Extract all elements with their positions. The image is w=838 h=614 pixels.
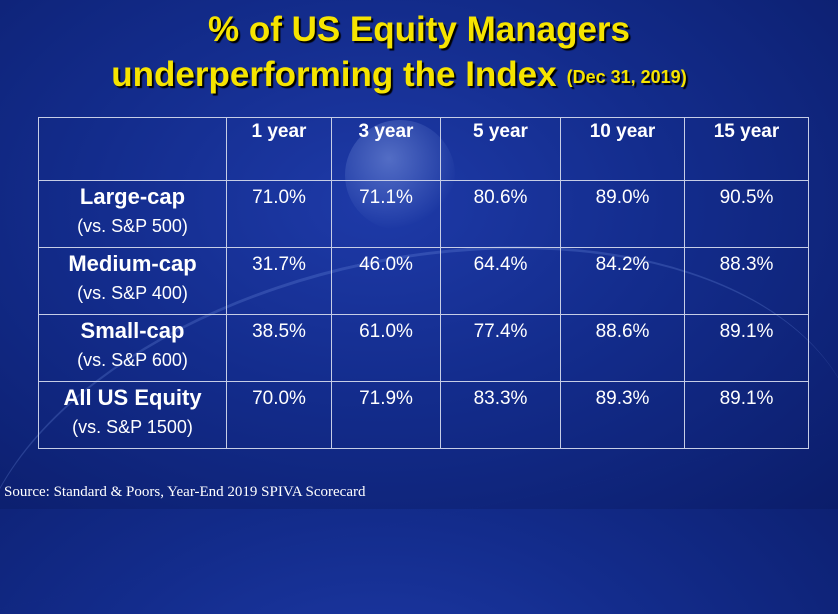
- row-benchmark: (vs. S&P 500): [77, 216, 188, 236]
- table-cell: 90.5%: [684, 180, 809, 248]
- table-cell: 71.0%: [226, 180, 332, 248]
- row-label: Small-cap: [80, 318, 185, 343]
- table-cell: 88.6%: [560, 314, 685, 382]
- row-label-cell: Small-cap (vs. S&P 600): [38, 314, 227, 382]
- chart-title-date: (Dec 31, 2019): [566, 67, 687, 87]
- table-cell: 61.0%: [331, 314, 441, 382]
- table-cell: 77.4%: [440, 314, 561, 382]
- row-label: All US Equity: [63, 385, 202, 410]
- table-cell: 38.5%: [226, 314, 332, 382]
- table-cell: 70.0%: [226, 381, 332, 449]
- table-cell: 31.7%: [226, 247, 332, 315]
- table-cell: 89.3%: [560, 381, 685, 449]
- table-row: Medium-cap (vs. S&P 400) 31.7% 46.0% 64.…: [38, 247, 809, 315]
- underperformance-table: 1 year 3 year 5 year 10 year 15 year Lar…: [38, 117, 809, 449]
- chart-title-line2: underperforming the Index (Dec 31, 2019): [0, 55, 818, 97]
- row-benchmark: (vs. S&P 600): [77, 350, 188, 370]
- table-cell: 84.2%: [560, 247, 685, 315]
- chart-title-main: underperforming the Index: [111, 55, 557, 94]
- row-label-cell: Large-cap (vs. S&P 500): [38, 180, 227, 248]
- table-row: All US Equity (vs. S&P 1500) 70.0% 71.9%…: [38, 381, 809, 449]
- table-cell: 71.1%: [331, 180, 441, 248]
- chart-title-line1: % of US Equity Managers: [207, 10, 631, 49]
- row-benchmark: (vs. S&P 400): [77, 283, 188, 303]
- table-header-row: 1 year 3 year 5 year 10 year 15 year: [38, 117, 809, 181]
- table-cell: 83.3%: [440, 381, 561, 449]
- table-row: Large-cap (vs. S&P 500) 71.0% 71.1% 80.6…: [38, 180, 809, 248]
- column-header: 3 year: [331, 117, 441, 181]
- row-benchmark: (vs. S&P 1500): [72, 417, 193, 437]
- table-row: Small-cap (vs. S&P 600) 38.5% 61.0% 77.4…: [38, 314, 809, 382]
- table-cell: 46.0%: [331, 247, 441, 315]
- table-cell: 71.9%: [331, 381, 441, 449]
- column-header: 5 year: [440, 117, 561, 181]
- source-note: Source: Standard & Poors, Year-End 2019 …: [4, 484, 366, 500]
- table-cell: 89.1%: [684, 314, 809, 382]
- table-cell: 88.3%: [684, 247, 809, 315]
- row-label: Medium-cap: [68, 251, 197, 276]
- table-cell: 80.6%: [440, 180, 561, 248]
- table-cell: 89.0%: [560, 180, 685, 248]
- column-header: 15 year: [684, 117, 809, 181]
- table-cell: 64.4%: [440, 247, 561, 315]
- row-label: Large-cap: [79, 184, 186, 209]
- row-label-cell: All US Equity (vs. S&P 1500): [38, 381, 227, 449]
- column-header: 10 year: [560, 117, 685, 181]
- header-corner-cell: [38, 117, 227, 181]
- table-cell: 89.1%: [684, 381, 809, 449]
- row-label-cell: Medium-cap (vs. S&P 400): [38, 247, 227, 315]
- column-header: 1 year: [226, 117, 332, 181]
